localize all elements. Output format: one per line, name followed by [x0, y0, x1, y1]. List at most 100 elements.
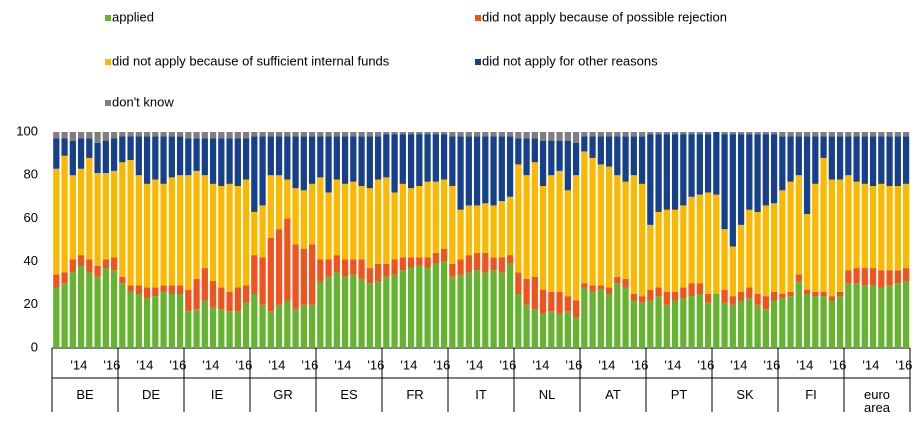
bar-segment	[894, 136, 901, 186]
bar-segment	[284, 136, 291, 180]
bar-segment	[135, 132, 142, 137]
bar-segment	[539, 313, 547, 348]
bar-segment	[284, 300, 291, 348]
bar-segment	[308, 244, 316, 305]
bar-segment	[671, 300, 679, 348]
bar-segment	[836, 132, 844, 137]
bar-segment	[110, 132, 118, 139]
bar-segment	[61, 132, 68, 139]
bar-segment	[317, 132, 324, 137]
x-tick-label: '16	[499, 357, 516, 372]
bar-segment	[803, 214, 811, 290]
bar-segment	[292, 188, 299, 245]
bar-segment	[407, 132, 415, 135]
group-label: euro area	[863, 387, 891, 415]
bar-segment	[845, 132, 852, 137]
bar-segment	[638, 132, 646, 137]
bar-segment	[259, 304, 266, 348]
bar-segment	[647, 132, 654, 135]
x-tick-label: '14	[400, 357, 417, 372]
bar-segment	[737, 291, 745, 301]
bar-segment	[251, 255, 258, 294]
bar-segment	[886, 132, 893, 137]
bar-segment	[556, 313, 563, 348]
group-label: AT	[605, 387, 621, 402]
bar-segment	[836, 291, 844, 297]
bar-segment	[704, 294, 712, 303]
y-tick-label: 100	[16, 123, 38, 138]
bar-segment	[160, 136, 167, 184]
bar-segment	[696, 294, 703, 348]
bar-segment	[218, 309, 225, 348]
bar-segment	[350, 181, 357, 260]
bar-segment	[209, 183, 217, 282]
bar-segment	[779, 294, 786, 299]
bar-segment	[317, 259, 324, 282]
bar-segment	[160, 183, 167, 286]
bar-segment	[110, 170, 118, 258]
bar-segment	[490, 132, 497, 137]
bar-segment	[680, 134, 687, 206]
bar-segment	[729, 134, 736, 247]
bar-segment	[416, 257, 423, 266]
bar-segment	[193, 132, 200, 139]
bar-segment	[457, 274, 464, 348]
bar-segment	[267, 136, 274, 176]
bar-segment	[605, 294, 613, 348]
bar-segment	[515, 132, 522, 139]
bar-segment	[729, 132, 736, 135]
bar-segment	[737, 134, 745, 225]
x-tick-label: '14	[70, 357, 87, 372]
bar-segment	[77, 132, 85, 139]
bar-segment	[275, 175, 283, 230]
bar-segment	[754, 134, 761, 212]
bar-segment	[828, 296, 835, 301]
bar-segment	[556, 170, 563, 292]
bar-segment	[894, 186, 901, 271]
bar-segment	[572, 175, 580, 301]
bar-segment	[292, 244, 299, 310]
bar-segment	[853, 268, 860, 284]
bar-segment	[152, 287, 159, 297]
group-label: SK	[736, 387, 754, 402]
bar-segment	[218, 287, 225, 310]
bar-segment	[531, 132, 538, 139]
bar-segment	[209, 132, 217, 139]
bar-segment	[581, 132, 588, 137]
bar-segment	[209, 306, 217, 348]
bar-segment	[655, 211, 662, 288]
bar-segment	[795, 175, 802, 275]
bar-segment	[424, 134, 431, 182]
bar-segment	[531, 309, 538, 348]
bar-segment	[308, 304, 316, 348]
bar-segment	[242, 138, 250, 180]
bar-segment	[721, 302, 728, 348]
bar-segment	[523, 175, 530, 279]
bar-segment	[234, 311, 241, 348]
bar-segment	[399, 257, 406, 271]
group-label: FR	[406, 387, 424, 402]
bar-segment	[836, 296, 844, 348]
bar-segment	[407, 134, 415, 189]
bar-segment	[176, 175, 184, 286]
bar-segment	[845, 270, 852, 284]
bar-segment	[589, 291, 596, 348]
bar-segment	[416, 134, 423, 186]
bar-segment	[688, 134, 695, 197]
bar-segment	[432, 181, 439, 253]
bar-segment	[292, 132, 299, 137]
bar-segment	[770, 134, 778, 204]
bar-segment	[597, 285, 604, 290]
bar-segment	[828, 300, 835, 348]
bar-segment	[754, 132, 761, 135]
bar-segment	[539, 289, 547, 314]
bar-segment	[498, 272, 505, 348]
bar-segment	[902, 281, 910, 348]
bar-segment	[358, 278, 365, 348]
bar-segment	[812, 183, 819, 292]
bar-segment	[300, 132, 307, 137]
bar-segment	[696, 194, 703, 284]
bar-segment	[770, 132, 778, 135]
bar-segment	[366, 188, 373, 269]
